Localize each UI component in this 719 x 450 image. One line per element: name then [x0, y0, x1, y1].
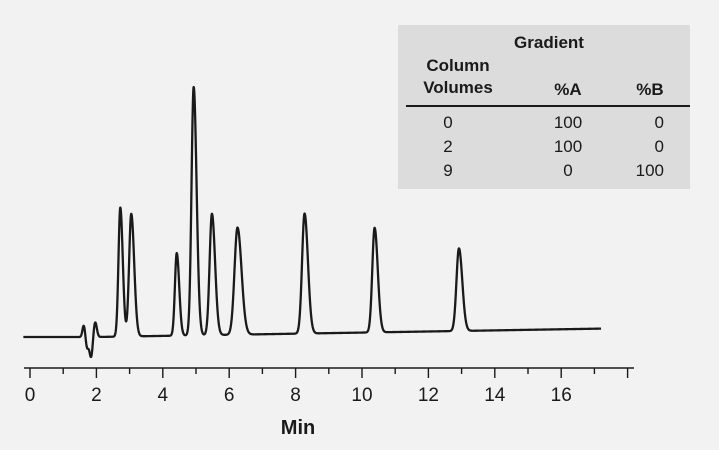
table-row: 0 100 0 — [398, 113, 690, 137]
table-row: 9 0 100 — [398, 161, 690, 185]
x-tick-label: 0 — [25, 385, 36, 406]
x-tick-label: 2 — [91, 385, 102, 406]
x-tick-label: 4 — [158, 385, 169, 406]
gradient-table-rows: 0 100 0 2 100 0 9 0 100 — [398, 113, 690, 185]
pct-b-cell: 0 — [654, 113, 664, 132]
column-volumes-header-line1: Column — [426, 56, 490, 75]
table-row: 2 100 0 — [398, 137, 690, 161]
column-volumes-cell: 9 — [443, 161, 453, 180]
x-tick-label: 12 — [418, 385, 439, 406]
x-tick-label: 8 — [290, 385, 301, 406]
pct-a-header: %A — [554, 80, 582, 99]
x-axis-title: Min — [281, 417, 315, 439]
chromatogram-trace — [22, 85, 603, 359]
pct-a-cell: 100 — [553, 137, 583, 156]
x-tick-label: 6 — [224, 385, 235, 406]
pct-a-cell: 100 — [553, 113, 583, 132]
gradient-table: Gradient Column Volumes %A %B 0 100 0 2 … — [398, 25, 690, 189]
pct-b-cell: 0 — [654, 137, 664, 156]
column-volumes-header-line2: Volumes — [423, 78, 493, 97]
x-tick-label: 14 — [484, 385, 506, 406]
header-rule — [406, 105, 690, 107]
pct-a-cell: 0 — [563, 161, 573, 180]
x-tick-label: 16 — [551, 385, 572, 406]
gradient-table-title: Gradient — [514, 33, 584, 52]
x-tick-label: 10 — [351, 385, 372, 406]
column-volumes-cell: 2 — [443, 137, 453, 156]
pct-b-cell: 100 — [635, 161, 664, 180]
column-volumes-cell: 0 — [443, 113, 453, 132]
x-axis: 0 2 4 6 8 10 12 14 16 — [24, 367, 634, 406]
column-volumes-header: Column Volumes — [406, 55, 510, 99]
pct-b-header: %B — [636, 80, 664, 99]
